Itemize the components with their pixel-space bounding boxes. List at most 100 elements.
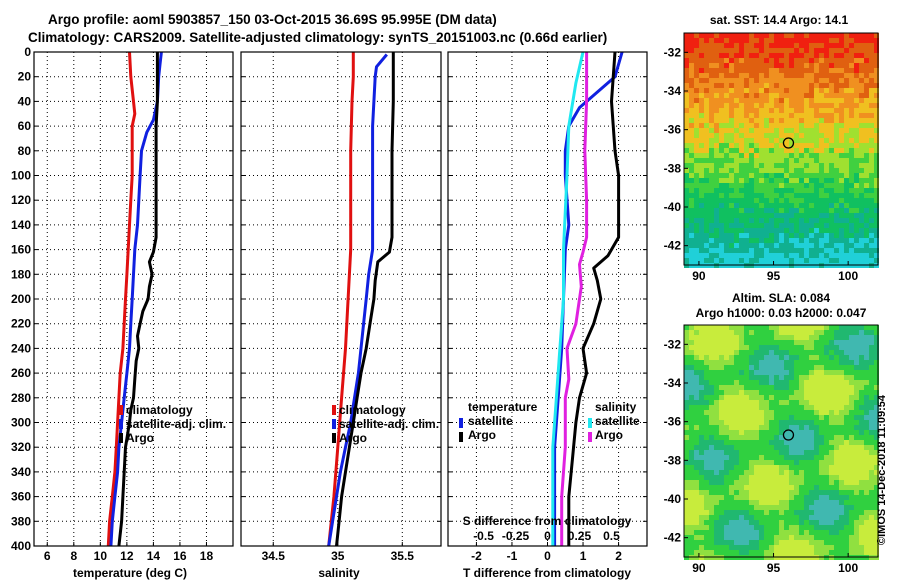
map-cell bbox=[809, 420, 814, 425]
map-cell bbox=[759, 83, 764, 88]
map-cell bbox=[779, 405, 784, 410]
map-cell bbox=[874, 435, 879, 440]
map-cell bbox=[824, 138, 829, 143]
map-cell bbox=[724, 360, 729, 365]
map-cell bbox=[834, 430, 839, 435]
depth-tick-label: 340 bbox=[11, 465, 31, 479]
map-cell bbox=[714, 163, 719, 168]
map-cell bbox=[754, 173, 759, 178]
map-cell bbox=[739, 168, 744, 173]
map-cell bbox=[694, 158, 699, 163]
map-cell bbox=[794, 470, 799, 475]
map-cell bbox=[779, 390, 784, 395]
map-cell bbox=[799, 390, 804, 395]
depth-tick-label: 260 bbox=[11, 366, 31, 380]
map-cell bbox=[774, 410, 779, 415]
map-cell bbox=[754, 243, 759, 248]
map-cell bbox=[824, 43, 829, 48]
map-cell bbox=[809, 188, 814, 193]
map-cell bbox=[729, 390, 734, 395]
map-cell bbox=[744, 425, 749, 430]
map-cell bbox=[854, 390, 859, 395]
map-cell bbox=[769, 118, 774, 123]
map-cell bbox=[694, 480, 699, 485]
map-cell bbox=[859, 385, 864, 390]
map-cell bbox=[794, 168, 799, 173]
map-cell bbox=[859, 535, 864, 540]
map-cell bbox=[729, 445, 734, 450]
map-cell bbox=[784, 550, 789, 555]
map-cell bbox=[814, 430, 819, 435]
map-cell bbox=[789, 223, 794, 228]
map-cell bbox=[819, 83, 824, 88]
map-cell bbox=[829, 58, 834, 63]
map-cell bbox=[864, 208, 869, 213]
map-cell bbox=[869, 515, 874, 520]
map-cell bbox=[719, 530, 724, 535]
map-cell bbox=[839, 88, 844, 93]
map-cell bbox=[809, 143, 814, 148]
map-cell bbox=[814, 218, 819, 223]
map-cell bbox=[709, 218, 714, 223]
map-cell bbox=[864, 148, 869, 153]
map-cell bbox=[684, 93, 689, 98]
map-cell bbox=[854, 158, 859, 163]
map-cell bbox=[739, 163, 744, 168]
map-cell bbox=[824, 253, 829, 258]
map-cell bbox=[764, 440, 769, 445]
map-cell bbox=[709, 208, 714, 213]
map-cell bbox=[794, 243, 799, 248]
map-cell bbox=[694, 385, 699, 390]
map-cell bbox=[789, 400, 794, 405]
map-cell bbox=[799, 78, 804, 83]
map-cell bbox=[699, 78, 704, 83]
map-cell bbox=[859, 128, 864, 133]
map-cell bbox=[824, 400, 829, 405]
map-cell bbox=[774, 375, 779, 380]
map-cell bbox=[749, 118, 754, 123]
map-cell bbox=[734, 395, 739, 400]
map-cell bbox=[789, 345, 794, 350]
map-cell bbox=[694, 248, 699, 253]
map-cell bbox=[864, 53, 869, 58]
map-cell bbox=[744, 435, 749, 440]
map-cell bbox=[709, 545, 714, 550]
map-cell bbox=[874, 540, 879, 545]
map-cell bbox=[739, 405, 744, 410]
map-cell bbox=[774, 123, 779, 128]
map-cell bbox=[744, 233, 749, 238]
map-cell bbox=[754, 530, 759, 535]
map-cell bbox=[874, 530, 879, 535]
map-cell bbox=[799, 68, 804, 73]
map-cell bbox=[739, 550, 744, 555]
map-cell bbox=[764, 233, 769, 238]
map-cell bbox=[864, 153, 869, 158]
map-cell bbox=[719, 440, 724, 445]
map-cell bbox=[739, 470, 744, 475]
map-cell bbox=[869, 203, 874, 208]
map-cell bbox=[769, 440, 774, 445]
map-cell bbox=[739, 138, 744, 143]
map-cell bbox=[774, 360, 779, 365]
map-cell bbox=[794, 325, 799, 330]
map-cell bbox=[689, 63, 694, 68]
map-cell bbox=[809, 103, 814, 108]
map-cell bbox=[759, 485, 764, 490]
map-cell bbox=[859, 540, 864, 545]
map-cell bbox=[689, 385, 694, 390]
map-cell bbox=[719, 405, 724, 410]
map-cell bbox=[684, 485, 689, 490]
map-cell bbox=[729, 490, 734, 495]
map-cell bbox=[754, 213, 759, 218]
map-cell bbox=[869, 168, 874, 173]
map-cell bbox=[829, 163, 834, 168]
map-cell bbox=[694, 113, 699, 118]
map-cell bbox=[719, 385, 724, 390]
map-cell bbox=[869, 108, 874, 113]
map-cell bbox=[809, 535, 814, 540]
map-cell bbox=[844, 138, 849, 143]
map-cell bbox=[744, 38, 749, 43]
map-cell bbox=[784, 218, 789, 223]
map-cell bbox=[789, 233, 794, 238]
map-cell bbox=[834, 405, 839, 410]
